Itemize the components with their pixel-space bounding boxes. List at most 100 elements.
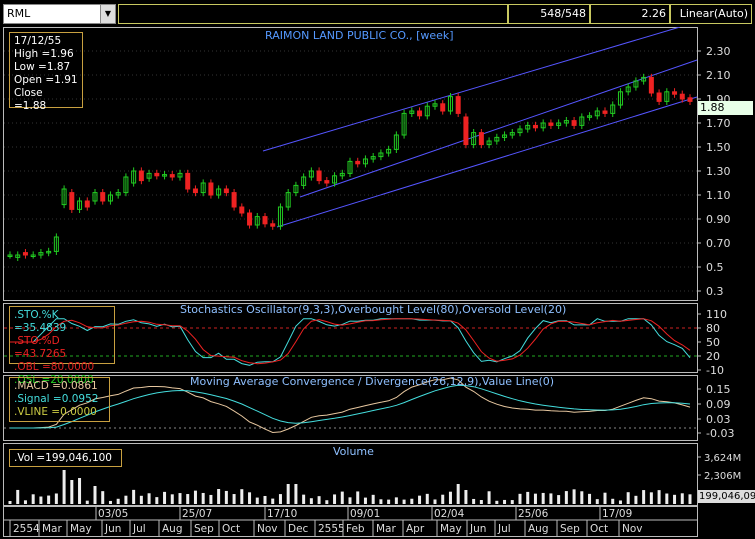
candle-body: [679, 93, 685, 100]
candle-body: [517, 128, 523, 134]
volume-bar: [201, 492, 205, 504]
volume-bar: [294, 484, 298, 504]
price-tick-label: 2.10: [706, 69, 731, 82]
candle-body: [471, 132, 477, 146]
volume-bar: [39, 496, 43, 504]
volume-bar: [456, 484, 460, 504]
stochastic-legend: .STO.%K =35.4839 .STO.%D =43.7265 .OBL =…: [9, 306, 115, 386]
chevron-down-icon[interactable]: ▼: [100, 5, 115, 23]
candle-body: [216, 188, 222, 196]
time-label-lower: Aug: [528, 523, 549, 535]
volume-bar: [78, 478, 82, 504]
candle-body: [7, 254, 13, 257]
info-open: Open =1.91: [14, 74, 78, 86]
volume-bar: [533, 493, 537, 504]
time-label-lower: 2555: [318, 523, 345, 535]
channel-upper-line: [262, 27, 681, 152]
stochastic-title: Stochastics Oscillator(9,3,3),Overbought…: [180, 303, 567, 316]
candle-body: [123, 176, 129, 194]
volume-bar: [302, 494, 306, 504]
candle-body: [455, 96, 461, 114]
candle-body: [447, 96, 453, 112]
toolbar: RML ▼ 548/548 2.26 Linear(Auto): [0, 0, 755, 27]
time-label-lower: Jun: [104, 523, 121, 535]
time-label-lower: Mar: [42, 523, 62, 535]
last-volume-tag: 199,046,09: [698, 490, 755, 503]
volume-bar: [178, 493, 182, 504]
candle-body: [332, 175, 338, 184]
time-label-upper: 25/07: [182, 508, 212, 520]
volume-bar: [170, 494, 174, 504]
symbol-select[interactable]: RML ▼: [3, 4, 116, 24]
candle-body: [231, 192, 237, 208]
volume-bar: [47, 495, 51, 504]
volume-bar: [155, 497, 159, 504]
candle-body: [177, 172, 183, 178]
volume-bar: [193, 490, 197, 504]
sto-k-line: [10, 318, 691, 366]
time-label-lower: Apr: [406, 523, 425, 535]
toolbar-blank-field: [118, 4, 508, 24]
volume-bar: [472, 498, 476, 504]
candle-body: [563, 120, 569, 124]
time-label-lower: Sep: [194, 523, 214, 535]
time-label-lower: Oct: [222, 523, 240, 535]
volume-bar: [209, 494, 213, 504]
candle-body: [378, 152, 384, 158]
candle-body: [301, 176, 307, 186]
time-label-lower: Jul: [497, 523, 511, 535]
sto-tick-label: 20: [706, 350, 720, 363]
time-label-lower: Dec: [288, 523, 309, 535]
candle-body: [617, 91, 623, 106]
time-label-lower: Feb: [346, 523, 365, 535]
ohlc-info-box: 17/12/55 High =1.96 Low =1.87 Open =1.91…: [9, 32, 83, 112]
macd-title: Moving Average Convergence / Divergence(…: [190, 375, 555, 388]
volume-bar: [363, 497, 367, 504]
scale-mode[interactable]: Linear(Auto): [670, 4, 752, 24]
volume-bar: [263, 495, 267, 504]
candle-body: [200, 182, 206, 194]
candle-body: [84, 200, 90, 208]
stochastic-panel-frame: [3, 303, 698, 373]
volume-bar: [657, 490, 661, 504]
macd-tick-label: 0.03: [706, 413, 731, 426]
info-date: 17/12/55: [14, 35, 62, 47]
volume-bar: [557, 495, 561, 504]
time-label-lower: Nov: [622, 523, 643, 535]
candle-body: [579, 116, 585, 126]
scale-value: 2.26: [590, 4, 670, 24]
time-label-lower: Aug: [162, 523, 183, 535]
time-label-upper: 17/10: [267, 508, 297, 520]
candle-body: [656, 92, 662, 102]
candle-body: [270, 223, 276, 227]
time-axis-frame: [3, 506, 698, 537]
volume-bar: [278, 494, 282, 504]
volume-bars: [8, 470, 692, 504]
candle-body: [69, 192, 75, 210]
candle-body: [440, 103, 446, 112]
candle-body: [185, 172, 191, 190]
candle-body: [169, 174, 175, 178]
volume-bar: [425, 493, 429, 504]
candlestick-series: [7, 73, 693, 261]
volume-bar: [402, 499, 406, 504]
macd-line: [10, 377, 691, 434]
volume-bar: [379, 499, 383, 504]
candle-body: [625, 86, 631, 93]
volume-bar: [518, 493, 522, 504]
candle-body: [107, 194, 113, 202]
price-panel-frame: [3, 27, 698, 301]
legend-vline: .VLINE =0.0000: [14, 406, 97, 418]
volume-bar: [325, 500, 329, 504]
legend-sto-k: .STO.%K =35.4839: [14, 309, 67, 334]
price-chart-title: RAIMON LAND PUBLIC CO., [week]: [265, 29, 454, 42]
candle-body: [370, 156, 376, 160]
candle-body: [92, 192, 98, 202]
volume-bar: [387, 499, 391, 504]
sto-d-line: [10, 318, 691, 365]
candle-body: [239, 206, 245, 214]
volume-bar: [495, 500, 499, 504]
legend-macd: .MACD =0.0861: [14, 380, 98, 392]
volume-bar: [603, 492, 607, 504]
candle-body: [247, 212, 253, 226]
